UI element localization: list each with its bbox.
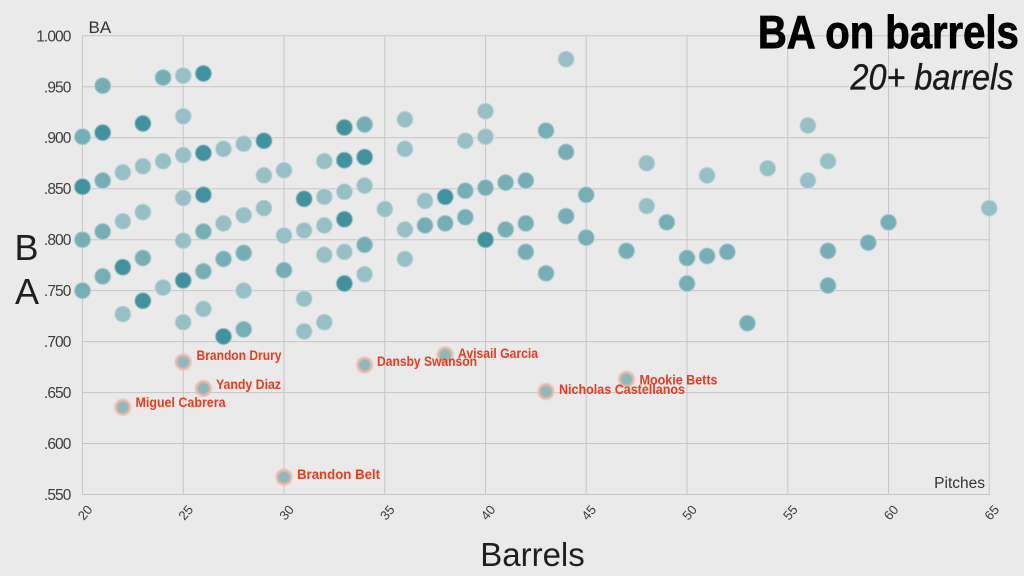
svg-text:Brandon Drury: Brandon Drury: [197, 347, 282, 363]
svg-text:.950: .950: [44, 79, 72, 96]
svg-text:B: B: [14, 227, 38, 268]
svg-text:Mookie Betts: Mookie Betts: [640, 372, 718, 388]
svg-text:BA: BA: [89, 18, 112, 37]
svg-text:A: A: [15, 271, 39, 312]
svg-text:Brandon Belt: Brandon Belt: [297, 466, 380, 482]
svg-text:.850: .850: [44, 181, 72, 198]
svg-text:Avisail Garcia: Avisail Garcia: [458, 345, 538, 361]
svg-text:20+ barrels: 20+ barrels: [850, 58, 1014, 98]
svg-text:Yandy Diaz: Yandy Diaz: [216, 376, 281, 392]
svg-text:BA on barrels: BA on barrels: [758, 7, 1019, 58]
svg-text:.800: .800: [44, 232, 72, 249]
svg-text:Nicholas Castellanos: Nicholas Castellanos: [559, 381, 685, 397]
svg-text:Barrels: Barrels: [480, 536, 585, 573]
svg-text:Pitches: Pitches: [934, 475, 985, 492]
svg-text:.600: .600: [44, 436, 72, 453]
svg-text:Miguel Cabrera: Miguel Cabrera: [136, 394, 226, 410]
svg-text:1.000: 1.000: [36, 28, 72, 45]
svg-text:.650: .650: [44, 385, 72, 402]
svg-text:.750: .750: [44, 283, 72, 300]
svg-text:.900: .900: [44, 130, 72, 147]
svg-text:.700: .700: [44, 334, 72, 351]
svg-text:.550: .550: [44, 487, 72, 504]
svg-text:Dansby Swanson: Dansby Swanson: [377, 353, 477, 369]
